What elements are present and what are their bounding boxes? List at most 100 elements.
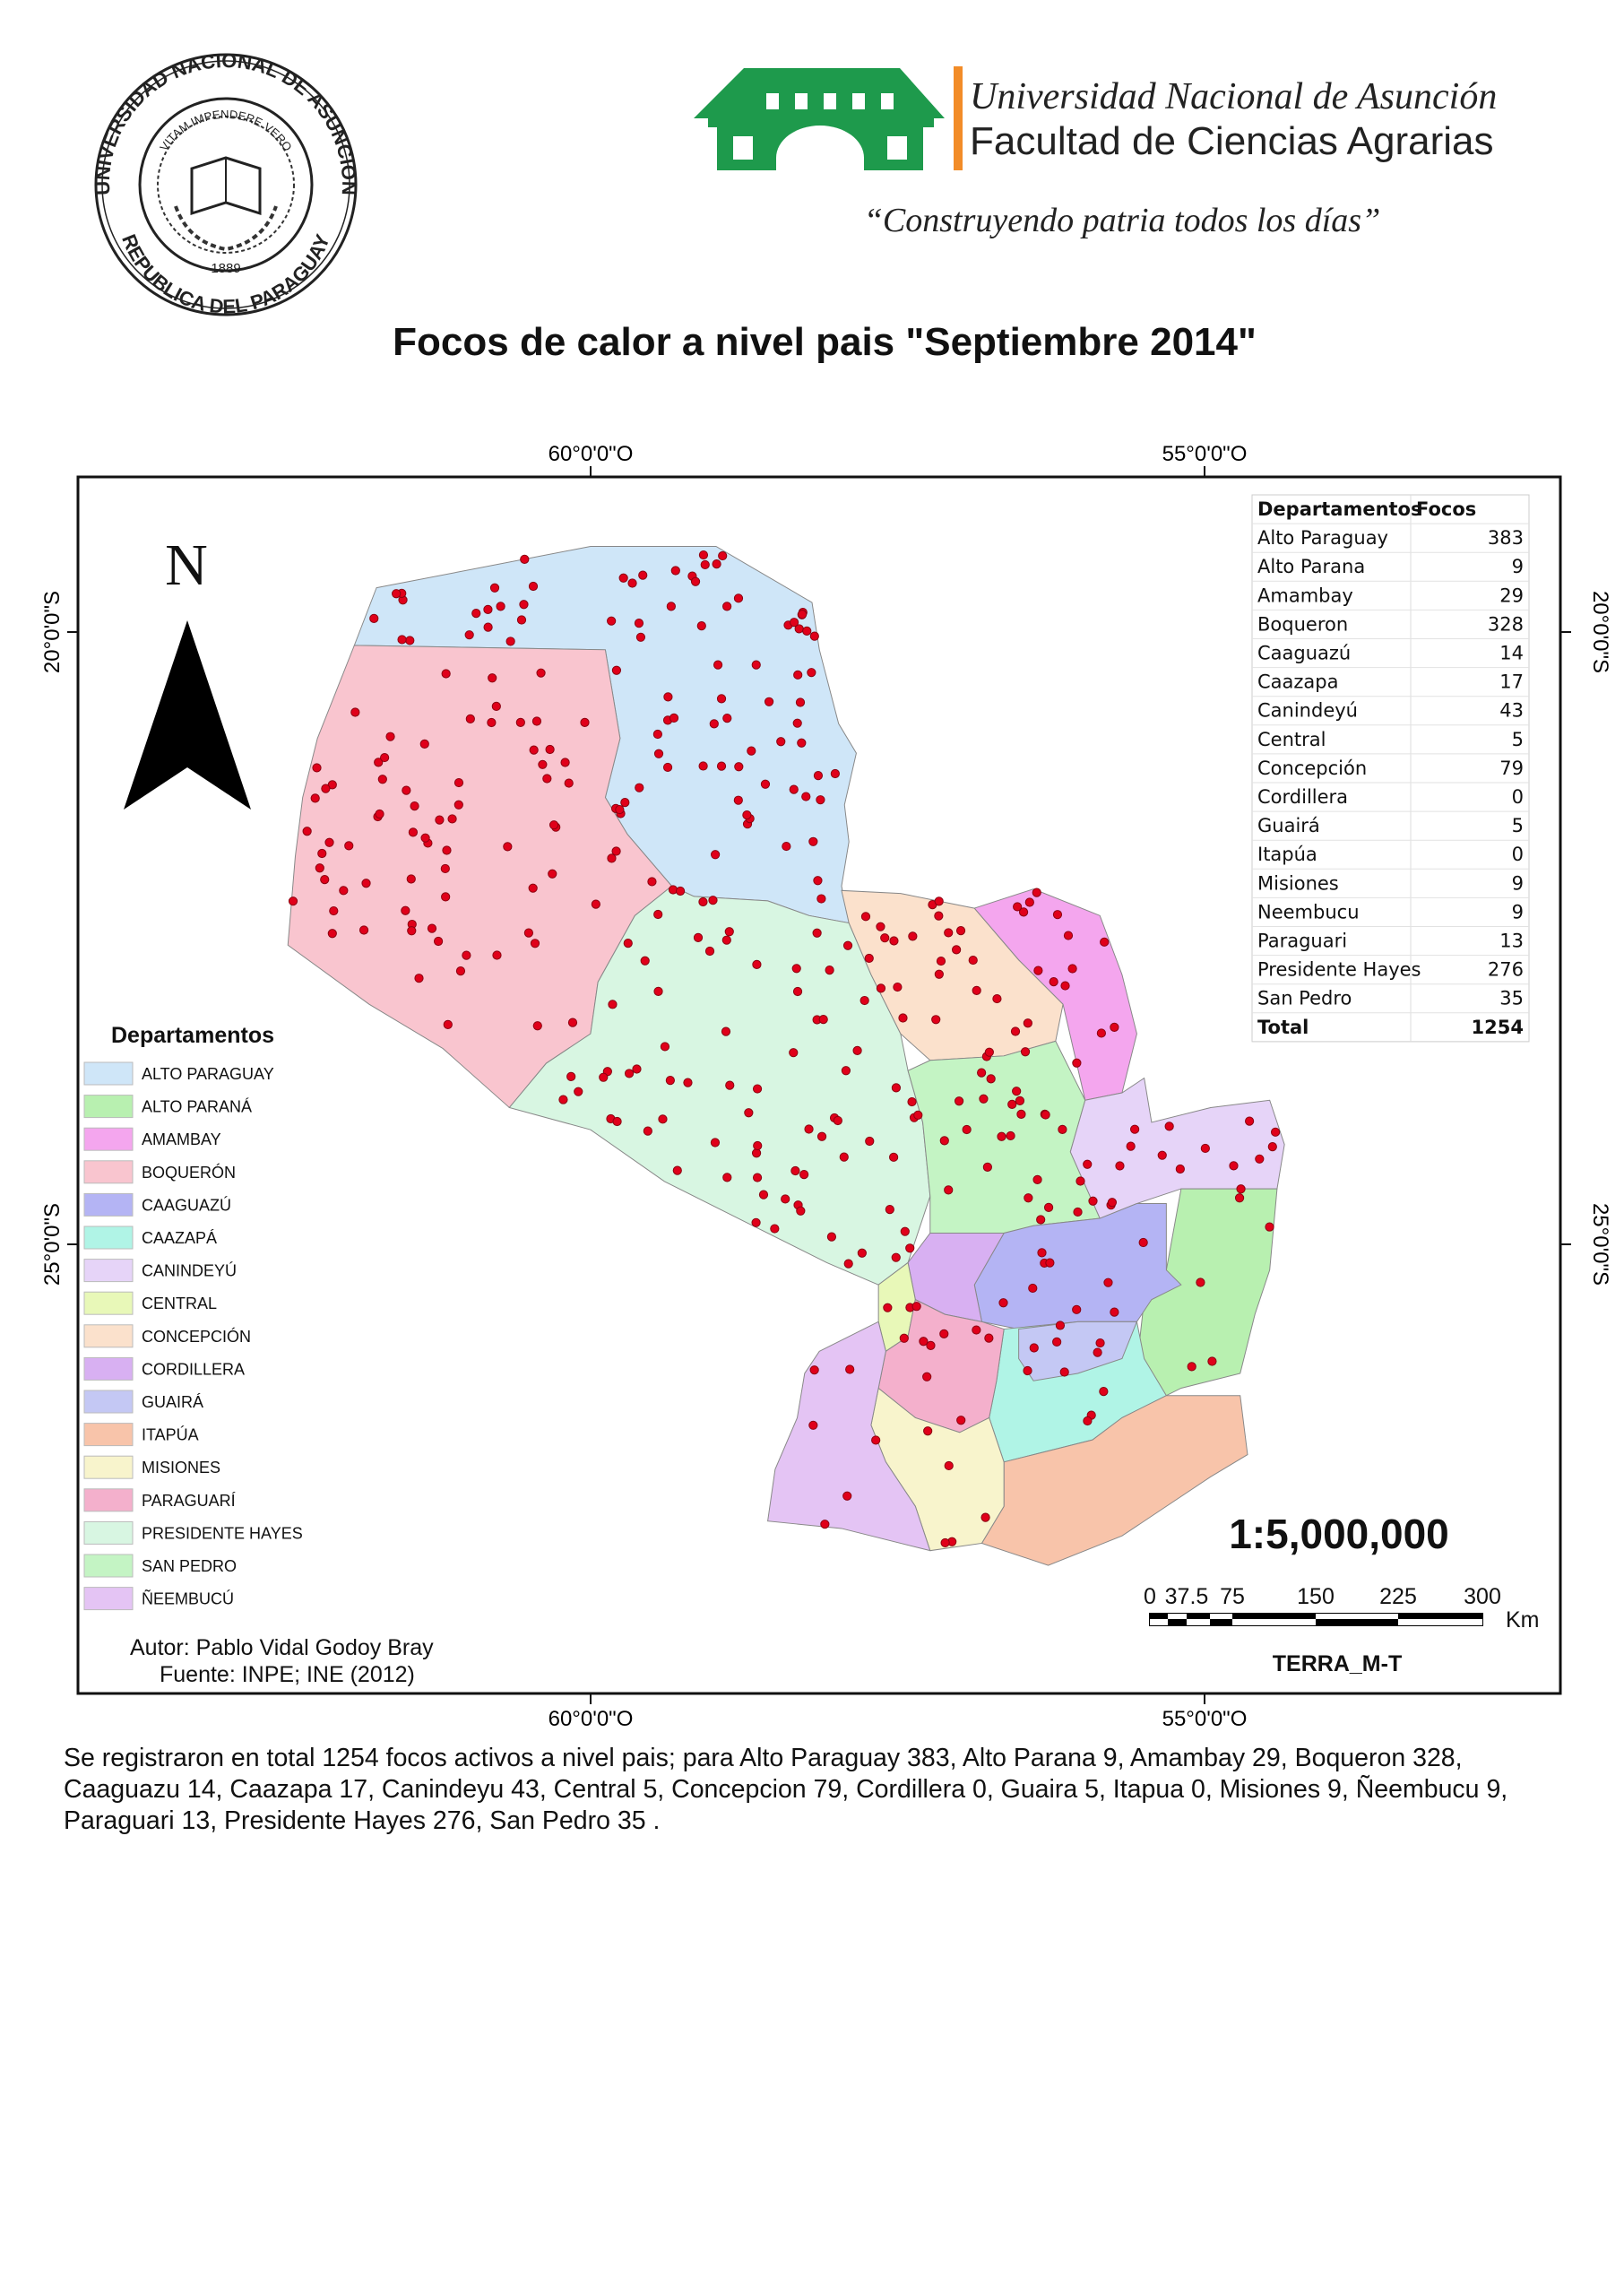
- fire-spot: [528, 581, 539, 592]
- legend-label: PARAGUARÍ: [142, 1492, 236, 1510]
- table-cell: Boqueron: [1257, 613, 1348, 635]
- fire-spot: [797, 738, 807, 748]
- fire-spot: [790, 1165, 800, 1176]
- legend-swatch: [83, 1160, 134, 1184]
- fire-spot: [883, 1303, 893, 1312]
- fire-spot: [564, 778, 574, 788]
- fire-spot: [842, 1491, 852, 1501]
- fire-spot: [454, 777, 464, 788]
- fire-spot: [802, 626, 812, 636]
- fire-spot: [944, 928, 954, 938]
- latitude-label: 25°0'0"S: [40, 1203, 65, 1286]
- fire-spot: [1107, 1198, 1118, 1208]
- table-cell: 0: [1512, 844, 1524, 865]
- fire-spot: [818, 1015, 828, 1025]
- fire-spot: [725, 1080, 735, 1090]
- fire-spot: [753, 1140, 763, 1151]
- fire-spot: [711, 850, 721, 860]
- fire-spot: [710, 1138, 721, 1148]
- fire-spot: [733, 593, 744, 603]
- fire-spot: [986, 1074, 996, 1084]
- fire-spot: [905, 1243, 915, 1253]
- fire-spot: [545, 744, 555, 755]
- fire-spot: [839, 1152, 849, 1162]
- fire-spot: [1059, 1367, 1069, 1377]
- fire-spot: [683, 1078, 693, 1087]
- fire-spot: [1096, 1028, 1106, 1038]
- fire-spot: [647, 877, 657, 887]
- fire-spot: [643, 1126, 652, 1136]
- fire-spot: [722, 1173, 732, 1182]
- fire-spot: [796, 1206, 806, 1216]
- table-cell: 79: [1499, 758, 1524, 779]
- fire-spot: [789, 784, 799, 794]
- table-cell: 5: [1512, 729, 1524, 750]
- fire-spot: [611, 846, 621, 856]
- department-region: [1018, 1321, 1138, 1381]
- legend-swatch: [83, 1488, 134, 1512]
- fire-spot: [721, 1026, 731, 1036]
- fire-spot: [733, 795, 743, 805]
- fire-spot: [1196, 1277, 1205, 1287]
- fire-spot: [911, 1302, 921, 1312]
- fire-spot: [742, 810, 752, 820]
- fire-spot: [1093, 1347, 1102, 1357]
- fire-spot: [808, 836, 818, 846]
- fire-spot: [531, 716, 542, 726]
- fire-spot: [1023, 1018, 1032, 1028]
- fire-spot: [635, 632, 646, 642]
- fire-spot: [907, 1096, 917, 1107]
- fire-spot: [350, 707, 360, 717]
- legend-label: ÑEEMBUCÚ: [142, 1589, 234, 1608]
- fire-spot: [865, 1136, 875, 1147]
- table-cell: 9: [1512, 872, 1524, 894]
- legend-swatch: [83, 1324, 134, 1348]
- fire-spot: [922, 1372, 932, 1381]
- fire-spot: [324, 837, 334, 847]
- legend-label: CONCEPCIÓN: [142, 1327, 251, 1346]
- fire-spot: [792, 986, 803, 997]
- fire-spot: [1024, 1193, 1033, 1203]
- author: Autor: Pablo Vidal Godoy Bray: [130, 1635, 434, 1660]
- credit: TERRA_M-T: [1273, 1651, 1402, 1676]
- fire-spot: [670, 566, 680, 576]
- fire-spot: [721, 935, 731, 945]
- fire-spot: [317, 848, 327, 859]
- table-cell: 0: [1512, 786, 1524, 808]
- fire-spot: [607, 616, 617, 626]
- fire-spot: [885, 1205, 894, 1215]
- fire-spot: [939, 1136, 949, 1146]
- fire-spot: [653, 749, 664, 758]
- fire-spot: [443, 1019, 453, 1030]
- legend-swatch: [83, 1192, 134, 1217]
- fire-spot: [752, 1084, 763, 1094]
- fire-spot: [612, 1116, 622, 1127]
- fire-spot: [1058, 1124, 1067, 1134]
- fire-spot: [813, 876, 823, 886]
- fire-spot: [700, 559, 710, 570]
- fire-spot: [791, 964, 801, 974]
- fire-spot: [939, 1329, 949, 1338]
- legend-swatch: [83, 1390, 134, 1414]
- fire-spot: [968, 955, 978, 966]
- fire-spot: [1110, 1022, 1119, 1032]
- fire-spot: [580, 717, 590, 727]
- fire-spot: [361, 879, 371, 888]
- fire-spot: [1029, 1343, 1039, 1353]
- fire-spot: [997, 1131, 1006, 1141]
- university-seal: UNIVERSIDAD NACIONAL DE ASUNCION REPUBLI…: [91, 49, 360, 318]
- fire-spot: [1270, 1127, 1281, 1137]
- table-cell: 383: [1488, 527, 1524, 549]
- fire-spot: [599, 1072, 609, 1082]
- fire-spot: [591, 899, 600, 909]
- fire-spot: [344, 841, 354, 851]
- fire-spot: [1045, 1258, 1055, 1268]
- fire-spot: [496, 602, 505, 611]
- fire-spot: [899, 1333, 909, 1343]
- table-cell: Paraguari: [1257, 931, 1347, 952]
- fire-spot: [809, 631, 819, 641]
- fire-spot: [433, 936, 444, 947]
- legend-swatch: [83, 1423, 134, 1447]
- legend-label: AMAMBAY: [142, 1130, 221, 1148]
